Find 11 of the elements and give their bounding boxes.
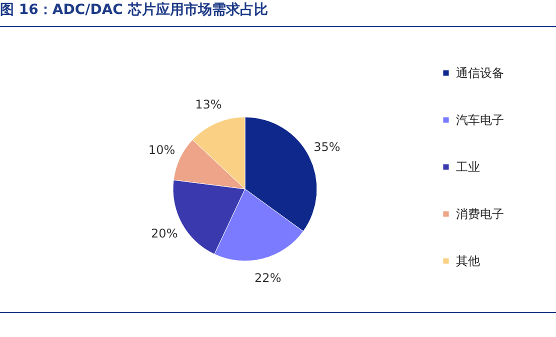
data-label: 20%	[151, 226, 178, 240]
legend-label: 工业	[456, 160, 480, 174]
data-label: 10%	[148, 142, 176, 157]
legend-label: 消费电子	[456, 207, 504, 221]
legend-label: 通信设备	[456, 66, 504, 80]
legend-label: 其他	[456, 254, 480, 268]
data-label: 13%	[195, 98, 222, 112]
data-label: 35%	[314, 140, 340, 154]
legend-label: 汽车电子	[456, 113, 504, 127]
chart-title: 图 16：ADC/DAC 芯片应用市场需求占比	[0, 1, 268, 18]
data-label: 22%	[254, 271, 282, 286]
